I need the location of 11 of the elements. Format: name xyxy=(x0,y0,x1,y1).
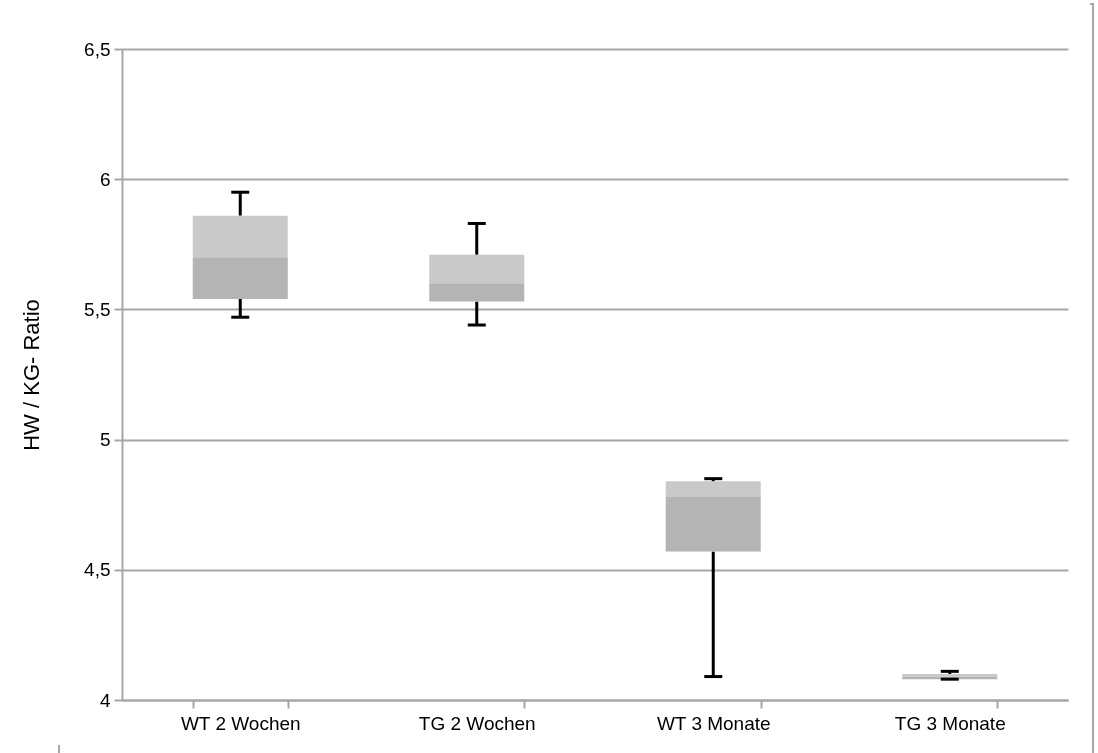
x-tick-label: WT 2 Wochen xyxy=(180,712,301,734)
x-tick-label: TG 2 Wochen xyxy=(418,712,536,734)
x-tick-label: TG 3 Monate xyxy=(894,712,1006,734)
x-tick-label: WT 3 Monate xyxy=(656,712,771,734)
y-tick-label: 6 xyxy=(99,168,111,190)
y-tick-label: 6,5 xyxy=(84,38,111,60)
y-tick-label: 5 xyxy=(99,429,111,451)
y-tick-label: 4,5 xyxy=(84,559,111,581)
y-tick-label: 5,5 xyxy=(84,298,111,320)
y-axis-title: HW / KG- Ratio xyxy=(19,299,45,451)
y-tick-label: 4 xyxy=(99,689,111,711)
